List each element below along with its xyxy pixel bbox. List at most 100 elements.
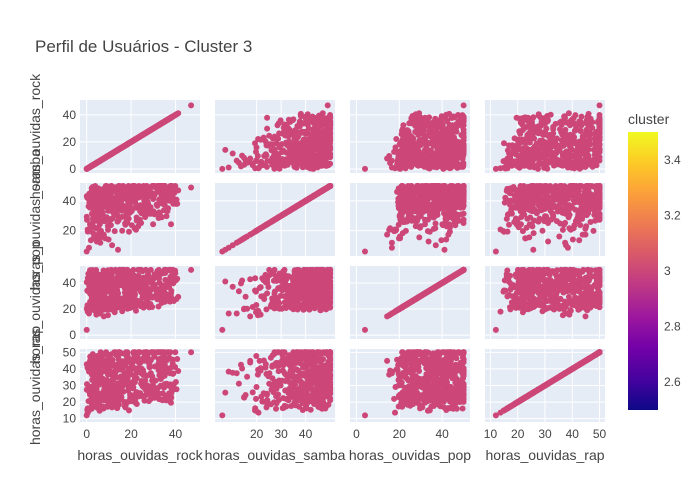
data-point: [441, 126, 448, 133]
data-point: [457, 204, 464, 211]
data-point: [95, 276, 101, 283]
data-point: [271, 217, 278, 224]
data-point: [110, 281, 117, 288]
data-point: [445, 159, 452, 166]
data-point: [460, 210, 467, 217]
data-point: [516, 164, 523, 171]
data-point: [219, 248, 226, 255]
data-point: [308, 194, 315, 201]
data-point: [526, 139, 533, 146]
data-point: [219, 165, 226, 172]
data-point: [545, 157, 551, 164]
data-point: [460, 102, 467, 109]
data-point: [414, 151, 421, 158]
data-point: [539, 227, 546, 234]
data-point: [313, 128, 320, 135]
data-point: [519, 148, 526, 155]
data-point: [304, 120, 311, 127]
data-point: [504, 155, 511, 162]
data-point: [318, 112, 325, 119]
data-point: [302, 140, 309, 147]
data-point: [578, 113, 585, 120]
data-point: [585, 137, 592, 144]
y-tick-label: 20: [63, 135, 77, 149]
data-point: [592, 196, 599, 203]
data-point: [327, 126, 334, 133]
data-point: [258, 293, 265, 300]
data-point: [129, 302, 136, 309]
data-point: [581, 143, 588, 150]
data-point: [530, 246, 537, 253]
data-point: [403, 217, 410, 224]
data-points: [83, 266, 195, 333]
data-point: [412, 119, 419, 126]
data-point: [157, 271, 164, 277]
data-point: [541, 120, 548, 127]
data-point: [594, 146, 600, 153]
data-point: [445, 146, 452, 152]
data-point: [528, 221, 535, 228]
data-point: [596, 142, 603, 148]
data-point: [117, 203, 124, 210]
data-point: [167, 298, 173, 305]
data-point: [593, 162, 600, 169]
data-point: [501, 140, 507, 147]
data-point: [405, 130, 412, 137]
data-point: [132, 189, 139, 196]
data-point: [435, 130, 442, 137]
data-points: [219, 102, 334, 172]
data-point: [579, 231, 586, 238]
data-point: [314, 161, 321, 168]
data-point: [416, 159, 423, 166]
data-point: [105, 236, 112, 243]
data-point: [300, 145, 307, 152]
data-point: [316, 136, 323, 143]
data-point: [85, 288, 92, 295]
data-point: [325, 149, 332, 156]
data-point: [272, 294, 279, 301]
data-point: [90, 290, 97, 297]
data-point: [408, 115, 415, 122]
data-point: [95, 159, 101, 166]
data-point: [91, 302, 98, 309]
y-tick-label: 40: [63, 194, 77, 208]
data-point: [109, 242, 116, 249]
data-point: [142, 300, 149, 307]
data-point: [282, 132, 289, 139]
data-point: [512, 204, 519, 211]
data-point: [525, 114, 532, 121]
data-point: [247, 313, 254, 320]
data-point: [550, 130, 557, 137]
data-point: [172, 188, 179, 195]
data-point: [452, 138, 459, 145]
data-point: [416, 141, 423, 147]
data-point: [302, 154, 309, 161]
data-point: [579, 194, 585, 201]
data-point: [115, 290, 122, 297]
data-point: [124, 192, 131, 199]
data-point: [167, 115, 173, 122]
data-point: [526, 234, 533, 241]
data-point: [161, 291, 167, 298]
data-point: [524, 134, 531, 141]
data-point: [572, 206, 579, 213]
data-point: [281, 121, 288, 128]
data-point: [293, 145, 300, 152]
data-point: [157, 285, 164, 292]
data-point: [526, 198, 533, 205]
panel-horas_ouvidas_pop-vs-horas_ouvidas_samba: [215, 266, 335, 339]
data-point: [281, 293, 288, 300]
data-point: [127, 187, 133, 194]
data-point: [543, 115, 550, 121]
data-point: [552, 183, 559, 189]
data-point: [445, 205, 452, 212]
data-point: [239, 152, 246, 159]
data-point: [135, 272, 142, 279]
data-point: [586, 200, 593, 207]
data-point: [432, 242, 439, 249]
data-point: [458, 132, 465, 138]
data-point: [271, 146, 278, 153]
data-point: [579, 204, 586, 211]
data-point: [235, 159, 242, 166]
data-point: [319, 146, 326, 153]
